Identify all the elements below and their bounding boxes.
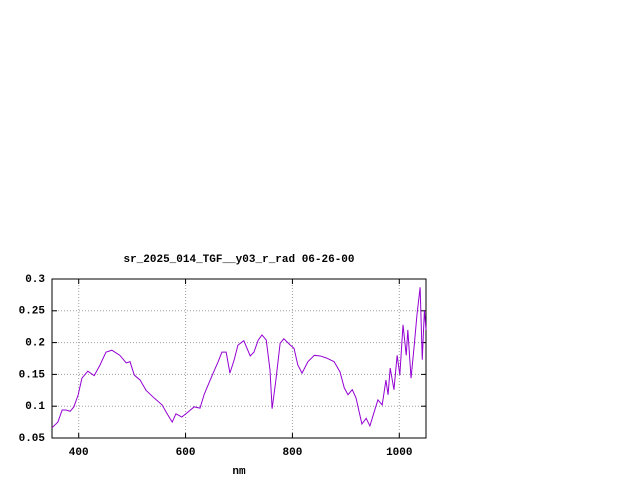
x-tick-label: 800 [283, 447, 303, 459]
x-axis-label: nm [232, 466, 246, 478]
y-tick-label: 0.2 [25, 338, 45, 350]
data-line [51, 287, 427, 429]
y-tick-label: 0.15 [19, 369, 46, 381]
y-tick-label: 0.05 [19, 433, 46, 445]
y-tick-label: 0.3 [25, 274, 45, 286]
y-tick-label: 0.1 [25, 401, 45, 413]
chart-title: sr_2025_014_TGF__y03_r_rad 06-26-00 [123, 254, 354, 266]
x-tick-label: 600 [176, 447, 196, 459]
y-tick-label: 0.25 [19, 306, 46, 318]
x-tick-label: 1000 [386, 447, 412, 459]
plot-border [51, 278, 427, 439]
x-tick-label: 400 [69, 447, 89, 459]
